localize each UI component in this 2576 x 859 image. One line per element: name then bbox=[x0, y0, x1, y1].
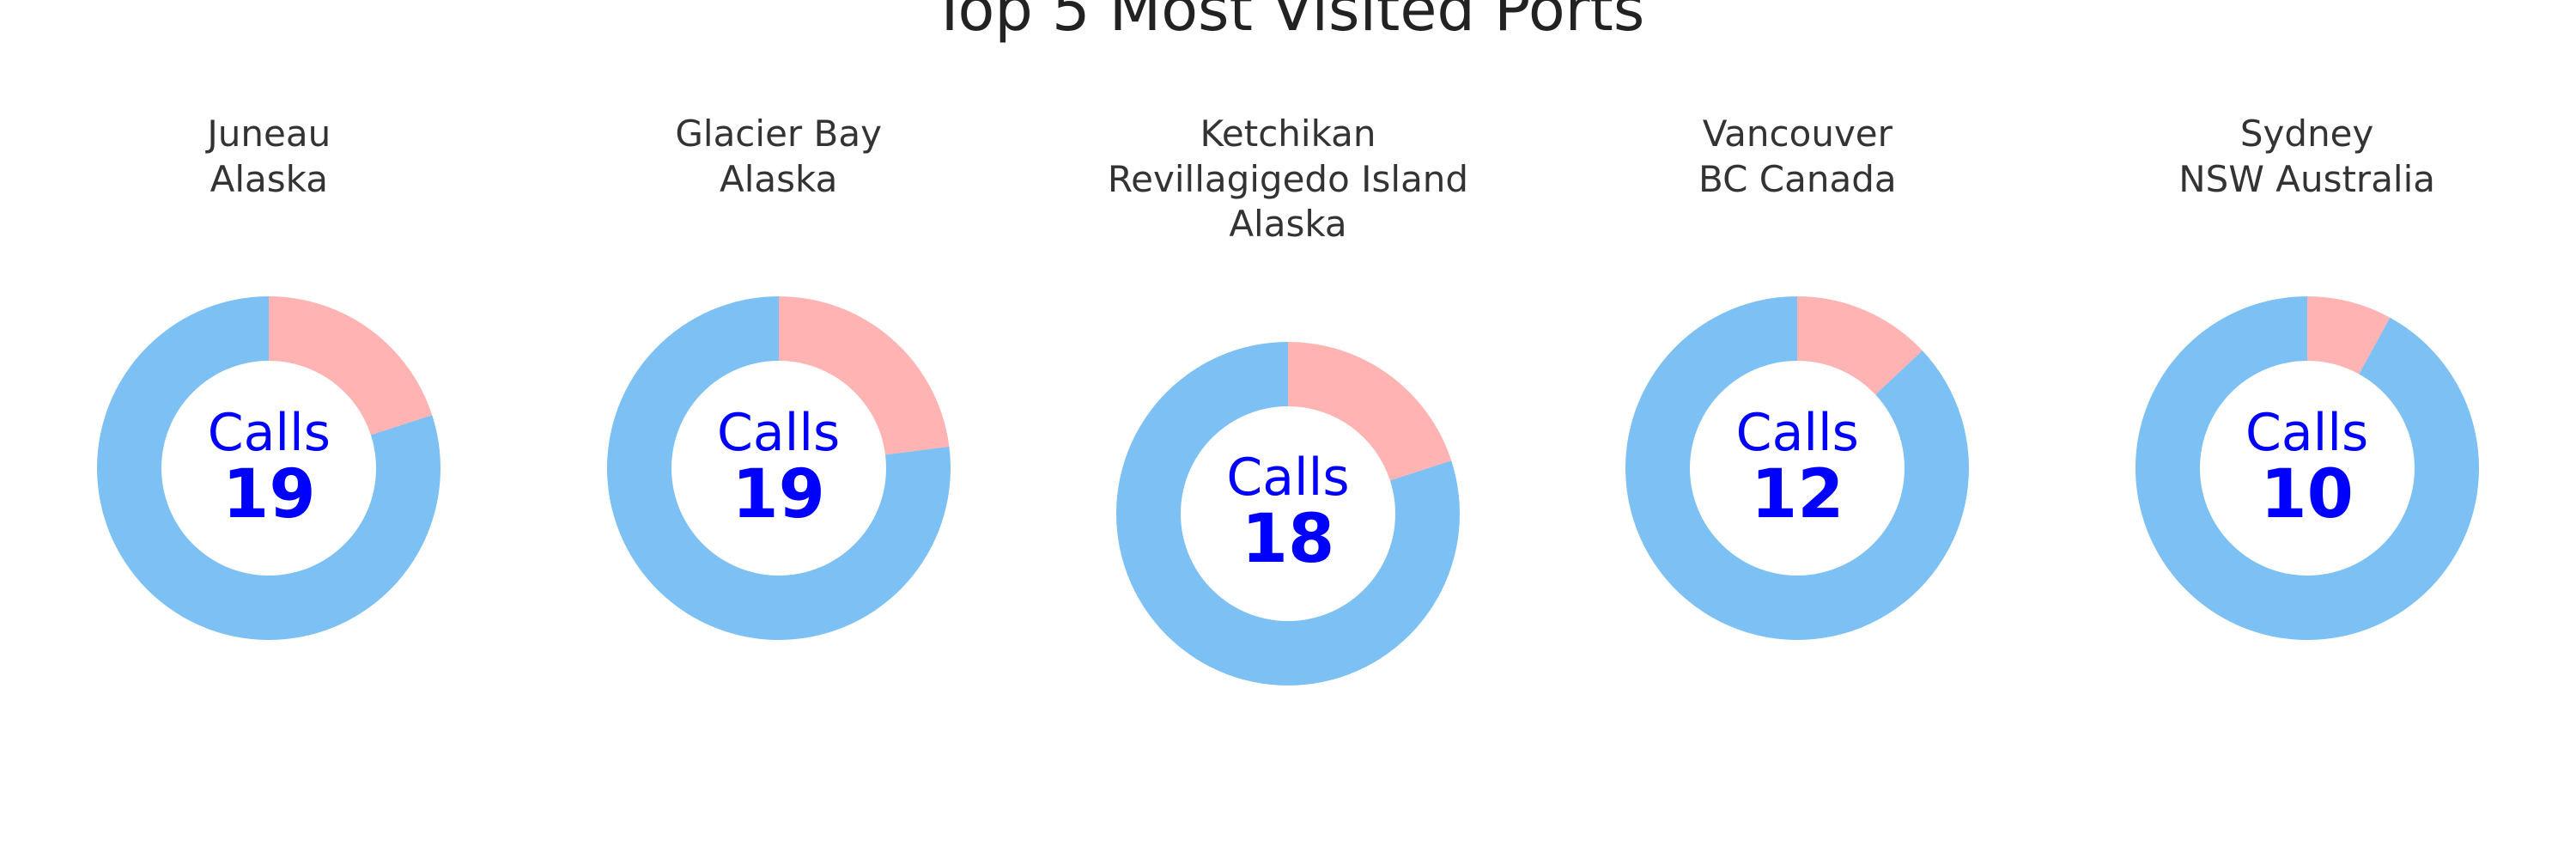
port-label: Ketchikan Revillagigedo Island Alaska bbox=[1048, 112, 1528, 247]
port-label: Glacier Bay Alaska bbox=[675, 112, 882, 202]
page-title: Top 5 Most Visited Ports bbox=[0, 0, 2576, 45]
donut-chart: Calls10 bbox=[2118, 279, 2496, 657]
port-cell: Ketchikan Revillagigedo Island Alaska Cal… bbox=[1048, 112, 1528, 703]
donut-chart: Calls19 bbox=[590, 279, 968, 657]
port-label: Juneau Alaska bbox=[207, 112, 331, 202]
port-label: Sydney NSW Australia bbox=[2178, 112, 2435, 202]
donut-chart: Calls18 bbox=[1099, 325, 1477, 703]
port-cell: Sydney NSW Australia Calls10 bbox=[2067, 112, 2548, 657]
port-cell: Vancouver BC Canada Calls12 bbox=[1557, 112, 2038, 657]
donut-slice-secondary bbox=[1288, 342, 1451, 480]
port-cell: Juneau Alaska Calls19 bbox=[28, 112, 509, 657]
port-cell: Glacier Bay Alaska Calls19 bbox=[538, 112, 1019, 657]
donut-slice-secondary bbox=[269, 296, 432, 435]
donut-slice-secondary bbox=[779, 296, 949, 454]
donut-chart: Calls19 bbox=[80, 279, 458, 657]
charts-row: Juneau Alaska Calls19 Glacier Bay Alaska Ca… bbox=[0, 112, 2576, 703]
page: Top 5 Most Visited Ports Juneau Alaska Ca… bbox=[0, 0, 2576, 859]
donut-chart: Calls12 bbox=[1608, 279, 1986, 657]
port-label: Vancouver BC Canada bbox=[1698, 112, 1897, 202]
